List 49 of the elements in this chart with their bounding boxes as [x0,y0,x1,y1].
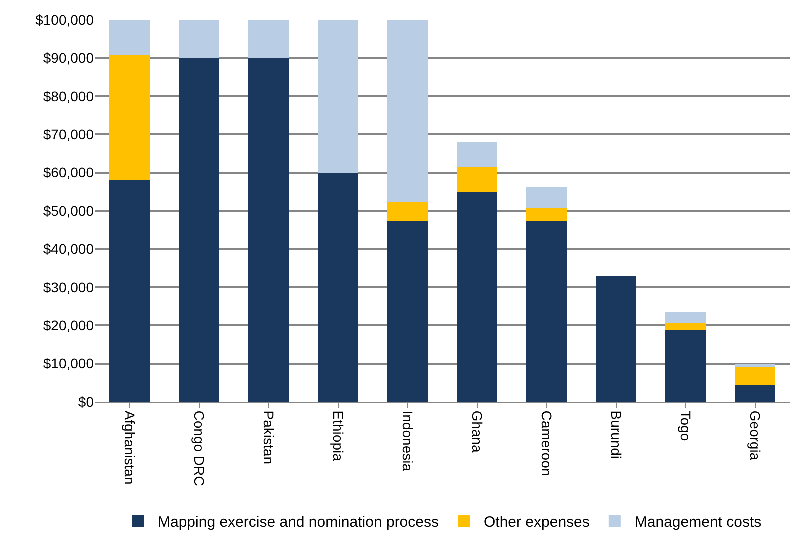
x-tick-label: Indonesia [400,410,416,472]
bar [388,202,428,221]
y-tick-label: $30,000 [43,279,94,296]
x-tick-label: Burundi [608,410,625,460]
y-tick-label: $90,000 [43,50,94,66]
bar [388,20,428,202]
bar [735,384,776,402]
y-tick-label: $40,000 [43,241,94,258]
bar [735,368,776,385]
x-tick-label: Ghana [470,410,486,454]
y-tick-label: $80,000 [43,88,94,104]
x-tick-label: Afghanistan [122,410,138,485]
bar [318,20,358,173]
bar [388,220,428,402]
bar [457,167,498,193]
bar [110,56,150,180]
bar [248,20,289,58]
bar [110,180,150,402]
x-tick-label: Pakistan [261,410,278,465]
bar [666,312,706,324]
bar [596,276,636,402]
bar [526,222,567,402]
y-tick-label: $10,000 [43,356,94,372]
y-tick-label: $50,000 [43,202,94,219]
bar [526,186,567,209]
bar [526,208,567,222]
legend-label: Management costs [634,514,762,532]
y-tick-label: $60,000 [43,164,94,181]
bar [179,20,220,58]
x-tick-label: Georgia [748,410,764,461]
y-tick-label: $100,000 [36,12,94,28]
bar [457,192,498,402]
y-tick-label: $0 [78,394,94,410]
bar [248,58,289,402]
bar [110,20,150,56]
bar [179,58,220,402]
bar [666,330,706,402]
bar [666,323,706,330]
legend-label: Mapping exercise and nomination process [158,514,439,532]
x-tick-label: Cameroon [539,410,556,476]
y-tick-label: $20,000 [43,318,94,334]
bar [318,172,358,402]
x-tick-label: Congo DRC [192,410,208,486]
y-tick-label: $70,000 [43,126,94,142]
legend-label: Other expenses [484,514,590,532]
x-tick-label: Togo [678,410,694,442]
x-tick-label: Ethiopia [330,410,347,462]
bar [457,142,498,168]
bar [735,364,776,368]
